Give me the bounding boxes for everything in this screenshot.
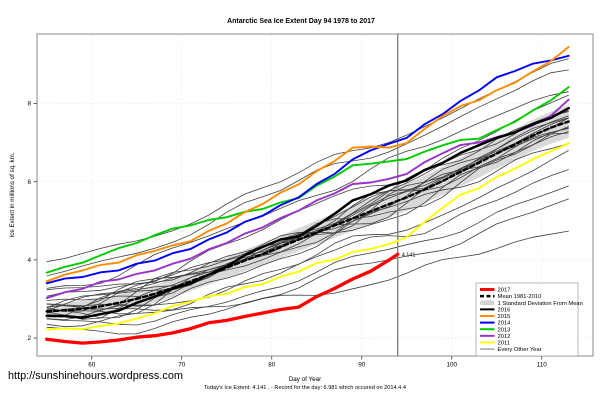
series-2013 [45,86,570,274]
series-mean [45,120,570,313]
legend-label: 2016 [498,307,511,313]
x-tick-label: 110 [537,362,548,369]
legend-band-swatch [480,300,495,306]
series-2015 [45,45,570,283]
series-2016 [45,106,570,319]
series-other-year [46,169,569,314]
x-axis-label: Day of Year [289,376,322,383]
legend-label: 2011 [498,341,510,347]
legend-label: 2014 [498,321,512,327]
series-other-year [46,128,569,301]
x-tick-label: 80 [268,362,276,369]
series-other-year [46,69,569,277]
x-tick-label: 100 [446,362,457,369]
series-layer: 4.141 [45,45,570,345]
y-tick-label: 4 [27,257,31,264]
chart-caption: Today's Ice Extent: 4.141 . - Record for… [204,385,406,391]
series-other-year [46,185,569,326]
chart-title: Antarctic Sea Ice Extent Day 94 1978 to … [227,18,375,25]
y-tick-label: 2 [27,335,31,342]
x-tick-label: 90 [358,362,366,369]
legend-label: 2017 [498,288,511,294]
grid-layer [37,34,593,356]
current-value-annotation: 4.141 [402,252,416,258]
footer-url: http://sunshinehours.wordpress.com [8,370,183,382]
plot-border [36,33,594,357]
series-2011 [45,142,570,331]
x-tick-label: 70 [178,362,186,369]
y-tick-label: 8 [27,101,31,108]
y-tick-label: 6 [27,179,31,186]
legend-label: 2013 [498,327,511,333]
y-axis-label: Ice Extent in millions of sq. km. [9,152,16,237]
series-other-year [46,115,569,315]
series-other-year [46,91,569,289]
series-other-year [46,58,569,263]
series-2014 [45,54,570,285]
legend-label: 1 Standard Deviation From Mean [498,301,583,307]
series-other-year [46,143,569,307]
series-other-year [46,198,569,335]
x-tick-label: 60 [88,362,96,369]
legend-label: Mean 1981-2010 [498,294,542,300]
series-other-year [46,94,569,291]
legend-label: 2012 [498,334,511,340]
legend-label: Every Other Year [498,347,542,353]
legend-label: 2015 [498,314,511,320]
series-2017 [45,252,400,345]
axis-layer: 60 70 80 90 100 110 2 4 6 8 [27,101,547,369]
series-other-year [46,126,569,319]
series-other-year [46,117,569,308]
series-2012 [45,98,570,300]
